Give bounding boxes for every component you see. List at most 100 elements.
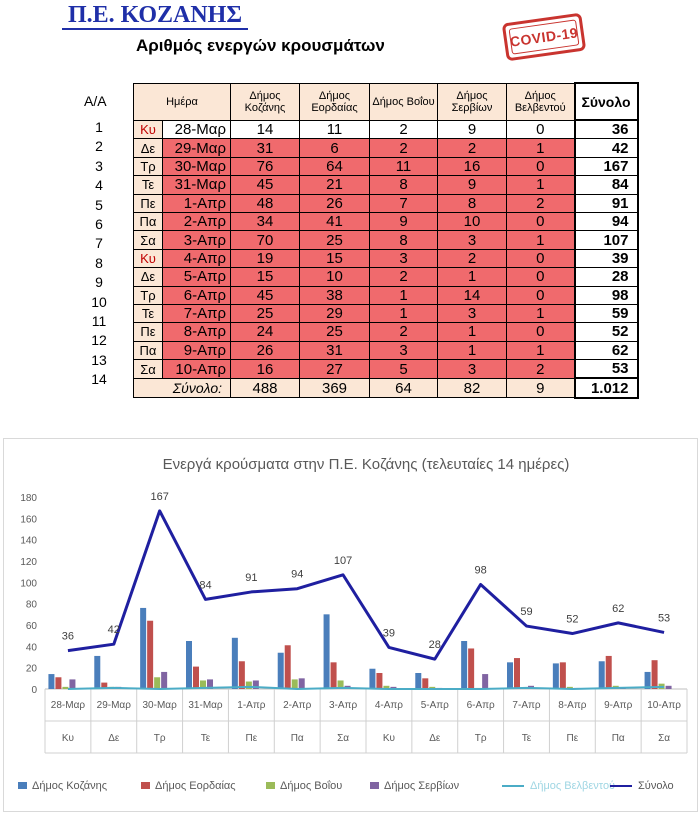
bar [154, 677, 161, 689]
value-cell: 0 [506, 156, 575, 177]
footer-value-cell: 488 [230, 377, 300, 399]
x-day-label: Σα [658, 733, 670, 744]
y-tick-label: 20 [26, 664, 38, 675]
bar [291, 679, 298, 689]
value-cell: 15 [230, 267, 300, 287]
value-cell: 9 [437, 119, 507, 140]
table-row: Τε 7-Απρ 25 29 1 3 1 59 [133, 303, 639, 324]
value-cell: 0 [506, 119, 575, 140]
value-cell: 10 [299, 267, 370, 287]
value-cell: 31 [299, 340, 370, 361]
bar [69, 679, 76, 689]
index-cell: 11 [91, 312, 107, 329]
x-tick-label: 2-Απρ [283, 700, 311, 711]
legend-label: Σύνολο [638, 780, 674, 792]
row-total-cell: 167 [573, 156, 639, 177]
bar [415, 673, 422, 689]
data-label: 36 [62, 631, 74, 643]
day-cell: Τρ [133, 285, 163, 305]
footer-value-cell: 369 [299, 377, 370, 399]
x-tick-label: 9-Απρ [604, 700, 632, 711]
day-cell: Τε [133, 303, 163, 324]
index-cell: 14 [91, 371, 107, 388]
y-tick-label: 140 [20, 536, 37, 547]
value-cell: 2 [369, 138, 438, 158]
x-day-label: Δε [108, 733, 120, 744]
data-label: 91 [245, 572, 257, 584]
bar [161, 671, 168, 689]
x-day-label: Τρ [154, 733, 166, 744]
data-label: 62 [612, 603, 624, 615]
data-label: 84 [199, 579, 211, 591]
bar [651, 660, 658, 689]
value-cell: 31 [230, 138, 300, 158]
bar [605, 655, 612, 689]
bar [193, 666, 199, 689]
value-cell: 1 [437, 267, 507, 287]
value-cell: 15 [299, 248, 370, 269]
day-cell: Πε [133, 322, 163, 342]
row-total-cell: 84 [573, 175, 639, 195]
index-cell: 7 [95, 235, 103, 252]
stamp-text: COVID-19 [508, 24, 580, 50]
index-cell: 5 [95, 196, 103, 213]
x-day-label: Πα [291, 733, 304, 744]
value-cell: 8 [437, 193, 507, 213]
date-cell: 10-Απρ [162, 359, 231, 379]
bar [298, 678, 305, 689]
value-cell: 2 [369, 267, 438, 287]
value-cell: 38 [299, 285, 370, 305]
bar [369, 668, 376, 689]
value-cell: 8 [369, 230, 438, 250]
day-cell: Κυ [133, 248, 163, 269]
value-cell: 3 [437, 359, 507, 379]
legend-label: Δήμος Σερβίων [384, 780, 460, 792]
bar [140, 607, 147, 689]
y-tick-label: 160 [20, 514, 37, 525]
value-cell: 3 [437, 230, 507, 250]
x-day-label: Τρ [475, 733, 487, 744]
value-cell: 7 [369, 193, 438, 213]
row-total-cell: 52 [573, 322, 639, 342]
table-row: Πε 1-Απρ 48 26 7 8 2 91 [133, 193, 639, 213]
value-cell: 1 [437, 340, 507, 361]
bar [461, 641, 468, 689]
chart-container: Ενεργά κρούσματα στην Π.Ε. Κοζάνης (τελε… [3, 438, 698, 812]
value-cell: 25 [230, 303, 300, 324]
date-cell: 2-Απρ [162, 211, 231, 232]
legend-swatch [266, 782, 275, 789]
data-label: 94 [291, 569, 303, 581]
date-cell: 5-Απρ [162, 267, 231, 287]
day-cell: Πε [133, 193, 163, 213]
index-column: 1 2 3 4 5 6 7 8 9 10 11 12 13 14 [84, 118, 114, 389]
y-tick-label: 80 [26, 600, 38, 611]
value-cell: 2 [506, 193, 575, 213]
index-cell: 2 [95, 138, 103, 155]
page-subtitle: Αριθμός ενεργών κρουσμάτων [136, 36, 385, 55]
table-row: Πα 9-Απρ 26 31 3 1 1 62 [133, 340, 639, 361]
day-cell: Δε [133, 267, 163, 287]
row-total-cell: 94 [573, 211, 639, 232]
value-cell: 48 [230, 193, 300, 213]
x-day-label: Πε [246, 733, 258, 744]
x-day-label: Σα [337, 733, 349, 744]
bar [245, 681, 252, 689]
bar [200, 680, 206, 689]
index-cell: 6 [95, 215, 103, 232]
day-cell: Σα [133, 230, 163, 250]
value-cell: 5 [369, 359, 438, 379]
bar [390, 686, 397, 689]
value-cell: 3 [369, 248, 438, 269]
x-tick-label: 5-Απρ [421, 700, 449, 711]
value-cell: 14 [230, 119, 300, 140]
index-cell: 4 [95, 177, 103, 194]
value-cell: 64 [299, 156, 370, 177]
value-cell: 45 [230, 175, 300, 195]
data-label: 42 [108, 624, 120, 636]
col-header-velvento: Δήμος Βελβεντού [506, 82, 575, 121]
row-total-cell: 91 [573, 193, 639, 213]
table-row: Κυ 4-Απρ 19 15 3 2 0 39 [133, 248, 639, 269]
value-cell: 2 [437, 138, 507, 158]
footer-value-cell: 9 [506, 377, 575, 399]
bar [101, 682, 108, 689]
